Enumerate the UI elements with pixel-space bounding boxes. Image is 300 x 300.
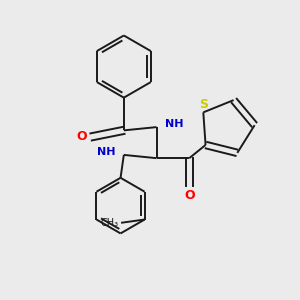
Text: S: S <box>199 98 208 111</box>
Text: CH₃: CH₃ <box>100 218 118 228</box>
Text: O: O <box>76 130 87 143</box>
Text: NH: NH <box>97 147 116 157</box>
Text: NH: NH <box>165 119 183 129</box>
Text: O: O <box>184 189 195 202</box>
